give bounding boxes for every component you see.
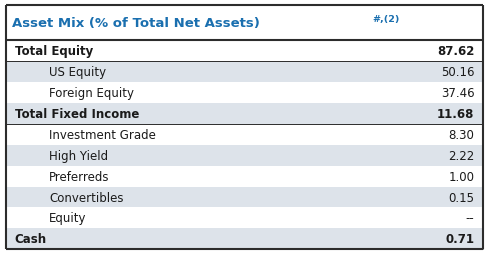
Text: 87.62: 87.62 (436, 45, 473, 58)
Text: 8.30: 8.30 (447, 128, 473, 141)
Text: Asset Mix (% of Total Net Assets): Asset Mix (% of Total Net Assets) (12, 17, 264, 30)
Text: Convertibles: Convertibles (49, 191, 123, 204)
Text: --: -- (465, 212, 473, 225)
Text: Total Fixed Income: Total Fixed Income (15, 107, 139, 120)
Text: Foreign Equity: Foreign Equity (49, 86, 134, 99)
Text: 37.46: 37.46 (440, 86, 473, 99)
Bar (6, 124, 482, 145)
Text: 50.16: 50.16 (440, 66, 473, 78)
Text: 2.22: 2.22 (447, 149, 473, 162)
Text: Cash: Cash (15, 232, 47, 245)
Bar (6, 229, 482, 249)
Text: #,(2): #,(2) (372, 15, 399, 24)
Bar (6, 166, 482, 187)
Text: Preferreds: Preferreds (49, 170, 109, 183)
Text: Total Equity: Total Equity (15, 45, 93, 58)
Bar (6, 103, 482, 124)
Bar (6, 82, 482, 103)
Bar (6, 187, 482, 208)
Text: 0.71: 0.71 (445, 232, 473, 245)
Bar (6, 145, 482, 166)
Bar (6, 208, 482, 229)
Text: 11.68: 11.68 (436, 107, 473, 120)
Text: Equity: Equity (49, 212, 86, 225)
Text: High Yield: High Yield (49, 149, 108, 162)
Text: US Equity: US Equity (49, 66, 106, 78)
Bar (6, 61, 482, 82)
Text: Investment Grade: Investment Grade (49, 128, 156, 141)
Text: 0.15: 0.15 (447, 191, 473, 204)
Bar (6, 41, 482, 61)
Text: 1.00: 1.00 (447, 170, 473, 183)
